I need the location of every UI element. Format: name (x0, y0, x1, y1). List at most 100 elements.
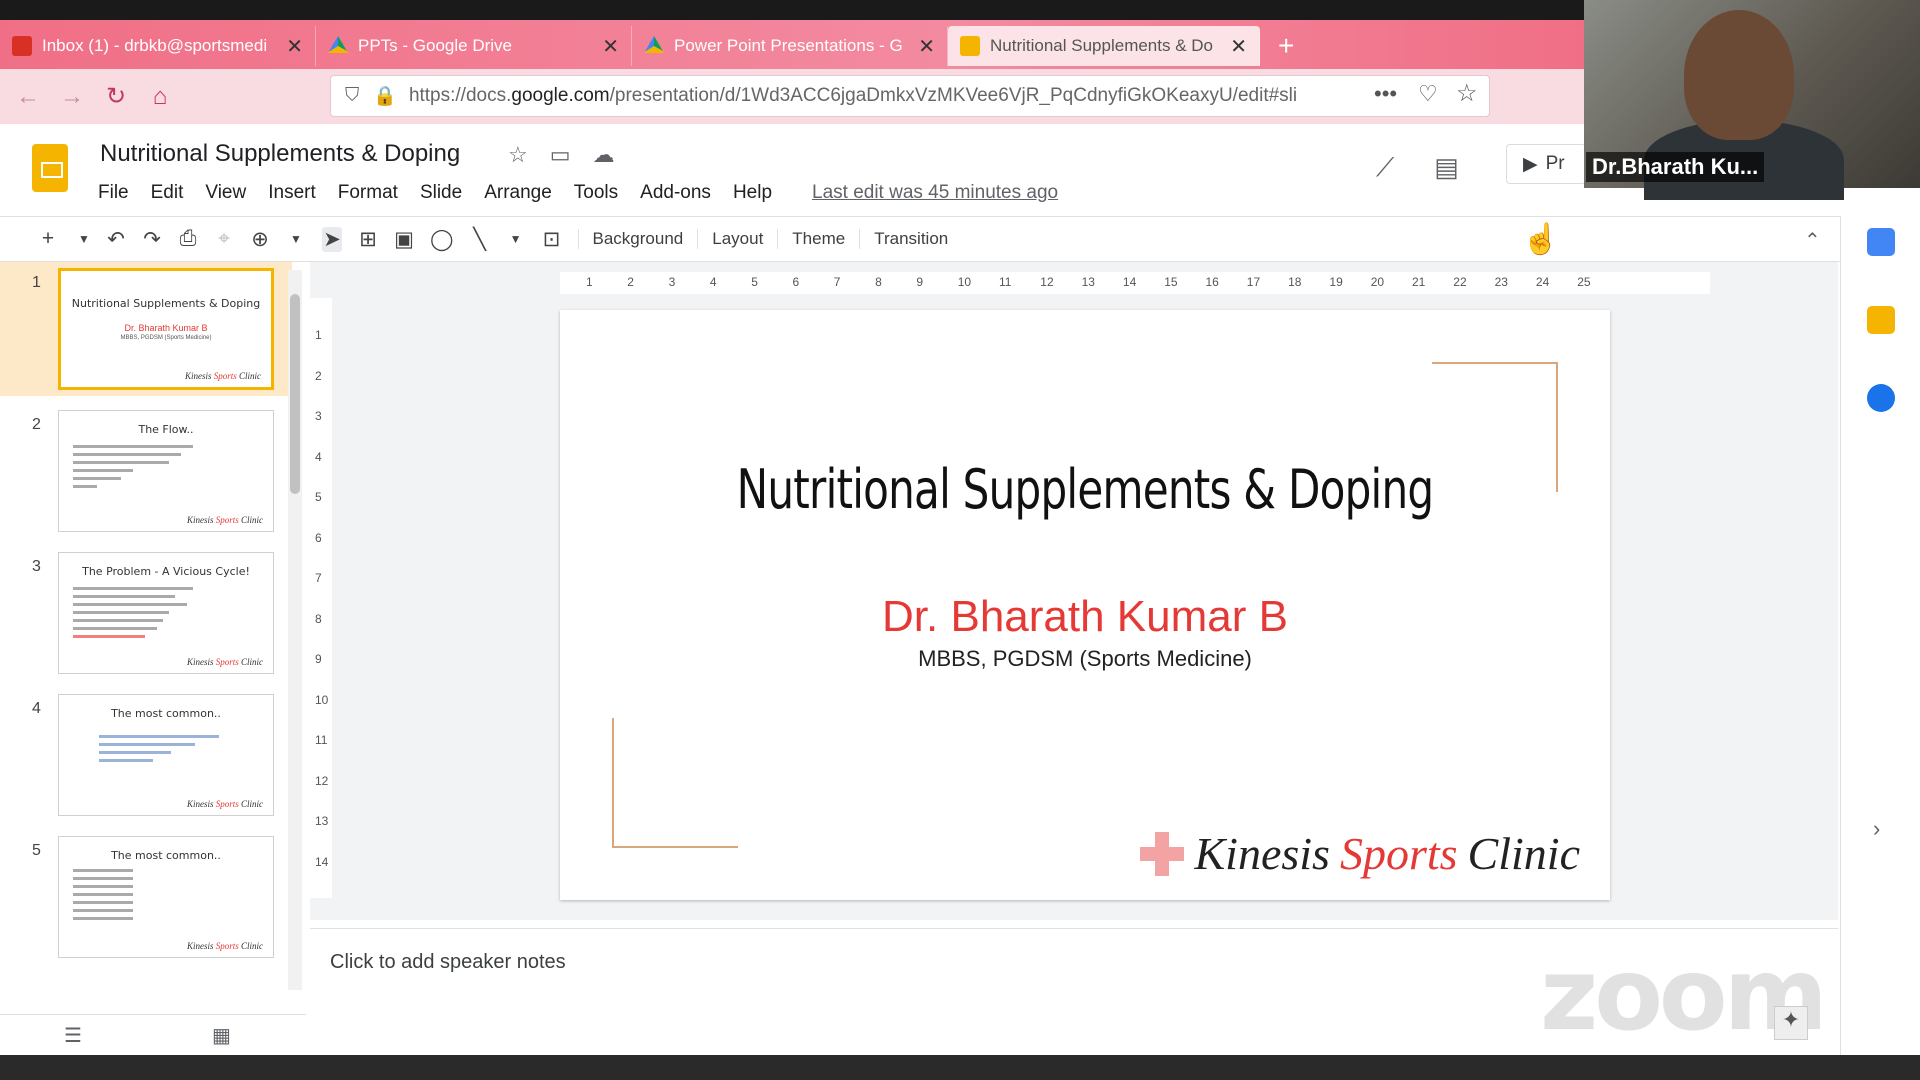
background-button[interactable]: Background (577, 229, 698, 249)
zoom-icon[interactable]: ⊕ (251, 227, 269, 251)
medical-cross-icon (1140, 831, 1185, 876)
back-icon[interactable]: ← (16, 82, 40, 110)
keep-icon[interactable] (1867, 306, 1895, 334)
collapse-icon[interactable]: ⌃ (1804, 230, 1821, 252)
star-icon[interactable]: ☆ (508, 142, 528, 167)
chevron-down-icon[interactable]: ▼ (290, 232, 302, 246)
ruler-tick-label: 14 (1122, 275, 1137, 289)
chevron-down-icon[interactable]: ▼ (509, 232, 522, 246)
slide-credentials[interactable]: MBBS, PGDSM (Sports Medicine) (918, 646, 1252, 671)
ruler-tick-label: 12 (1040, 275, 1054, 289)
close-icon[interactable]: ✕ (602, 35, 619, 58)
chevron-down-icon[interactable]: ▼ (78, 232, 90, 246)
filmstrip-scrollbar[interactable] (288, 270, 302, 990)
decorative-corner (1432, 362, 1558, 492)
slide-thumbnail-3[interactable]: 3 The Problem - A Vicious Cycle! Kinesis… (0, 546, 292, 680)
slide-thumbnail-1[interactable]: 1 Nutritional Supplements & Doping Dr. B… (0, 262, 292, 396)
present-button[interactable]: ▶ Pr (1506, 144, 1586, 184)
slides-app: Nutritional Supplements & Doping ☆ ▭ ☁ F… (0, 124, 1920, 1055)
tab-nutritional-supplements[interactable]: Nutritional Supplements & Do ✕ (948, 26, 1260, 66)
menu-format[interactable]: Format (337, 182, 398, 203)
ruler-tick-label: 25 (1577, 275, 1591, 289)
ruler-tick-label: 2 (315, 368, 322, 383)
url-bar[interactable]: ⛉ 🔒 https://docs. google.com/presentation… (330, 75, 1490, 117)
print-icon[interactable]: ⎙ (179, 227, 197, 250)
thumb-title: The Flow.. (138, 423, 194, 436)
last-edit-link[interactable]: Last edit was 45 minutes ago (812, 182, 1059, 203)
select-icon[interactable]: ➤ (322, 226, 342, 252)
video-participant-tile[interactable]: Dr.Bharath Ku... (1584, 0, 1920, 200)
paint-format-icon[interactable]: ⌖ (218, 227, 230, 250)
shape-icon[interactable]: ◯ (430, 227, 454, 251)
thumb-logo: Kinesis Sports Clinic (186, 515, 263, 525)
slide-thumbnail-2[interactable]: 2 The Flow.. Kinesis Sports Clinic (0, 404, 292, 538)
forward-icon[interactable]: → (60, 82, 84, 110)
tasks-icon[interactable] (1867, 384, 1895, 412)
reload-icon[interactable]: ↻ (105, 83, 127, 110)
menu-tools[interactable]: Tools (573, 182, 619, 203)
menu-file[interactable]: File (98, 182, 129, 203)
activity-icon[interactable]: ⟋ (1376, 152, 1395, 182)
comment-add-icon[interactable]: ⊡ (542, 227, 561, 251)
document-title[interactable]: Nutritional Supplements & Doping (100, 140, 461, 167)
transition-button[interactable]: Transition (859, 229, 962, 249)
tab-title: Inbox (1) - drbkb@sportsmedi (42, 36, 268, 55)
new-slide-icon[interactable]: + (41, 227, 55, 250)
logo-word-3: Clinic (1467, 828, 1580, 879)
slides-logo[interactable] (32, 144, 68, 192)
layout-button[interactable]: Layout (697, 229, 777, 249)
chevron-right-icon[interactable]: › (1873, 816, 1881, 841)
gmail-icon (12, 36, 32, 56)
slide-author[interactable]: Dr. Bharath Kumar B (882, 592, 1288, 641)
image-icon[interactable]: ▣ (394, 227, 414, 251)
lock-icon: 🔒 (373, 86, 397, 107)
clinic-logo[interactable]: Kinesis Sports Clinic (1140, 827, 1580, 880)
menu-edit[interactable]: Edit (150, 182, 184, 203)
scroll-thumb[interactable] (290, 294, 300, 494)
text-box-icon[interactable]: ⊞ (359, 227, 377, 251)
menu-insert[interactable]: Insert (268, 182, 316, 203)
tab-power-point[interactable]: Power Point Presentations - G ✕ (632, 26, 948, 66)
ruler-tick-label: 11 (315, 733, 328, 747)
grid-view-icon[interactable]: ▦ (211, 1024, 231, 1047)
close-icon[interactable]: ✕ (1230, 35, 1247, 58)
home-icon[interactable]: ⌂ (152, 82, 168, 110)
slide-title[interactable]: Nutritional Supplements & Doping (736, 458, 1434, 521)
line-icon[interactable]: ╲ (473, 227, 486, 251)
redo-icon[interactable]: ↷ (143, 227, 161, 251)
calendar-icon[interactable] (1867, 228, 1895, 256)
current-slide[interactable]: Nutritional Supplements & Doping Dr. Bha… (560, 310, 1610, 900)
thumb-logo: Kinesis Sports Clinic (186, 941, 263, 951)
explore-icon[interactable]: ✦ (1774, 1006, 1808, 1040)
ruler-tick-label: 5 (315, 490, 322, 504)
slide-thumbnail-4[interactable]: 4 The most common.. Kinesis Sports Clini… (0, 688, 292, 822)
tab-title: PPTs - Google Drive (358, 36, 512, 55)
logo-word-1: Kinesis (1194, 828, 1330, 879)
comments-icon[interactable]: ▤ (1434, 152, 1459, 182)
menu-add-ons[interactable]: Add-ons (640, 182, 711, 203)
menu-help[interactable]: Help (732, 182, 773, 203)
speaker-notes-placeholder: Click to add speaker notes (330, 951, 566, 973)
slide-thumbnail-5[interactable]: 5 The most common.. Kinesis Sports Clini… (0, 830, 292, 964)
url-path: /presentation/d/1Wd3ACC6jgaDmkxVzMKVee6V… (609, 85, 1298, 106)
speaker-notes[interactable]: Click to add speaker notes (310, 928, 1838, 1055)
menu-slide[interactable]: Slide (419, 182, 463, 203)
pocket-icon[interactable]: ♡ (1418, 81, 1438, 106)
filmstrip-view-icon[interactable]: ☰ (64, 1024, 82, 1047)
menu-view[interactable]: View (205, 182, 247, 203)
close-icon[interactable]: ✕ (286, 35, 303, 58)
star-icon[interactable]: ☆ (1456, 80, 1478, 107)
browser-tab-strip: Inbox (1) - drbkb@sportsmedi ✕ PPTs - Go… (0, 20, 1584, 69)
theme-button[interactable]: Theme (777, 229, 859, 249)
move-folder-icon[interactable]: ▭ (549, 142, 571, 167)
more-icon[interactable]: ••• (1374, 81, 1398, 106)
tab-ppts-drive[interactable]: PPTs - Google Drive ✕ (316, 26, 632, 66)
close-icon[interactable]: ✕ (918, 35, 935, 58)
ruler-tick-label: 15 (1164, 275, 1178, 289)
cloud-status-icon[interactable]: ☁ (592, 142, 615, 167)
undo-icon[interactable]: ↶ (107, 227, 125, 251)
menu-arrange[interactable]: Arrange (484, 182, 552, 203)
new-tab-button[interactable]: + (1278, 30, 1295, 61)
horizontal-ruler: 1 2 3 4 5 6 7 8 9 10 11 12 13 14 15 16 17 18 19 20 21 22 23 24 2… (560, 272, 1710, 294)
tab-inbox[interactable]: Inbox (1) - drbkb@sportsmedi ✕ (0, 26, 316, 66)
